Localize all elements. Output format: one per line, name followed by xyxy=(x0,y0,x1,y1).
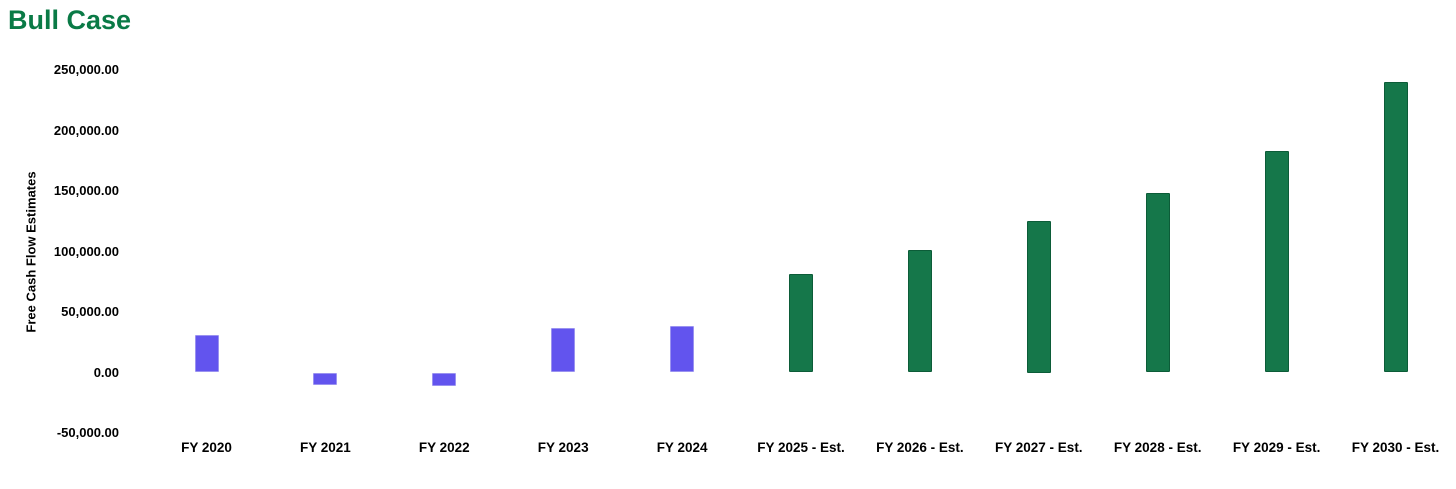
y-tick-label: 250,000.00 xyxy=(53,62,119,77)
x-tick-label: FY 2020 xyxy=(181,440,232,455)
bar-fy-2020 xyxy=(194,334,219,373)
bar-fy-2022 xyxy=(432,372,457,387)
chart-title: Bull Case xyxy=(8,5,132,35)
x-tick-label: FY 2021 xyxy=(299,440,351,455)
y-tick-label: 50,000.00 xyxy=(61,304,119,319)
x-tick-label: FY 2026 - Est. xyxy=(876,440,964,455)
y-tick-label: 150,000.00 xyxy=(53,183,119,198)
bar-fy-2029-est xyxy=(1264,151,1289,373)
x-tick-label: FY 2030 - Est. xyxy=(1351,440,1440,455)
x-tick-label: FY 2027 - Est. xyxy=(995,440,1083,455)
bar-fy-2026-est xyxy=(907,250,932,373)
y-tick-label: -50,000.00 xyxy=(56,425,119,440)
y-tick-label: 200,000.00 xyxy=(53,122,119,138)
bar-fy-2021 xyxy=(313,372,338,385)
x-tick-label: FY 2022 xyxy=(418,440,470,455)
y-tick-label: 0.00 xyxy=(93,364,119,380)
bar-fy-2023 xyxy=(551,327,576,373)
bar-fy-2028-est xyxy=(1145,193,1170,373)
x-tick-label: FY 2023 xyxy=(537,440,589,455)
y-tick-label: 100,000.00 xyxy=(53,243,119,259)
x-tick-label: FY 2028 - Est. xyxy=(1113,440,1202,455)
bar-fy-2025-est xyxy=(789,274,813,373)
bar-fy-2030-est xyxy=(1383,82,1408,373)
x-tick-label: FY 2024 xyxy=(656,440,708,455)
bar-fy-2024 xyxy=(670,326,695,373)
x-tick-label: FY 2025 - Est. xyxy=(757,440,845,455)
x-tick-label: FY 2029 - Est. xyxy=(1232,440,1321,455)
bar-fy-2027-est xyxy=(1026,221,1051,373)
